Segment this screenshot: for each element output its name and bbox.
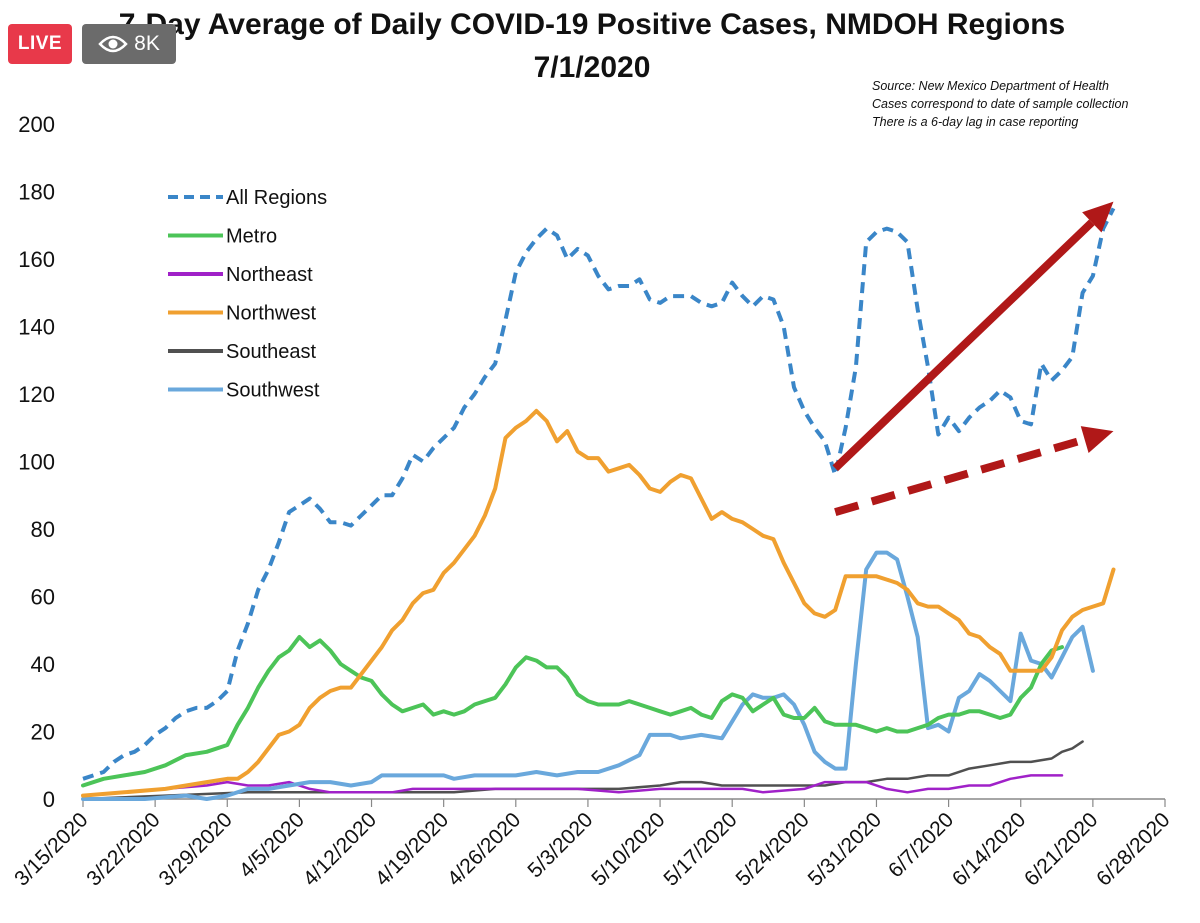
viewer-count: 8K [134,32,160,55]
trend-arrow-solid [832,219,1095,472]
series-line-metro [81,635,1064,788]
x-tick-label: 3/15/2020 [10,808,92,890]
y-tick-label: 60 [31,585,55,610]
trend-arrow-head [1080,426,1114,453]
series-line-northeast [81,774,1064,797]
y-tick-label: 140 [18,315,55,340]
source-note-3: There is a 6-day lag in case reporting [872,115,1078,129]
chart-subtitle: 7/1/2020 [534,51,651,84]
series-line-southeast [81,740,1084,801]
x-tick-label: 3/29/2020 [154,808,236,890]
x-tick-label: 5/24/2020 [732,808,814,890]
x-tick-label: 5/10/2020 [587,808,669,890]
x-axis-ticks: 3/15/20203/22/20203/29/20204/5/20204/12/… [10,799,1175,891]
viewer-count-badge[interactable]: 8K [82,24,176,64]
y-tick-label: 20 [31,720,55,745]
legend-label: Northwest [226,303,316,325]
legend-label: Northeast [226,264,313,286]
live-badge[interactable]: LIVE [8,24,72,64]
x-tick-label: 5/3/2020 [523,808,597,882]
y-tick-label: 0 [43,787,55,812]
x-tick-label: 4/12/2020 [299,808,381,890]
legend-label: Southeast [226,341,317,363]
x-tick-label: 5/17/2020 [659,808,741,890]
y-tick-label: 180 [18,180,55,205]
series-group [81,207,1116,801]
chart-title-group: 7-Day Average of Daily COVID-19 Positive… [119,8,1065,84]
x-tick-label: 6/28/2020 [1092,808,1174,890]
y-tick-label: 80 [31,517,55,542]
y-tick-label: 160 [18,247,55,272]
y-tick-label: 120 [18,382,55,407]
source-note-2: Cases correspond to date of sample colle… [872,97,1128,111]
chart-title: 7-Day Average of Daily COVID-19 Positive… [119,8,1065,41]
x-tick-label: 5/31/2020 [804,808,886,890]
x-tick-label: 3/22/2020 [82,808,164,890]
x-tick-label: 4/5/2020 [235,808,309,882]
x-tick-label: 6/14/2020 [948,808,1030,890]
legend-label: All Regions [226,187,327,209]
x-tick-label: 6/7/2020 [884,808,958,882]
legend-label: Metro [226,226,277,248]
series-line-southwest [81,550,1095,801]
trend-arrows [832,201,1114,516]
legend-label: Southwest [226,380,320,402]
series-line-northwest [81,408,1116,798]
x-tick-label: 4/19/2020 [371,808,453,890]
y-tick-label: 100 [18,450,55,475]
source-note-1: Source: New Mexico Department of Health [872,79,1109,93]
series-line-all-regions [82,207,1116,781]
y-tick-label: 40 [31,652,55,677]
x-tick-label: 4/26/2020 [443,808,525,890]
trend-arrow-head [1082,201,1114,233]
x-tick-label: 6/21/2020 [1020,808,1102,890]
live-label: LIVE [17,33,63,54]
y-axis-ticks: 0 20 40 60 80 100 120 140 160 180 200 [18,112,55,812]
trend-arrow-dashed [834,435,1086,516]
legend: All Regions Metro Northeast Northwest Southe… [168,187,327,402]
y-tick-label: 200 [18,112,55,137]
source-notes: Source: New Mexico Department of Health … [872,79,1128,129]
eye-icon [98,35,128,53]
